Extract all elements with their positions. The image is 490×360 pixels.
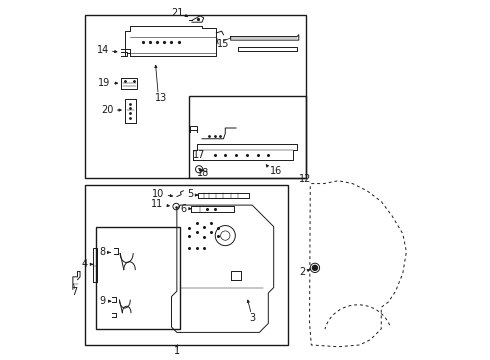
Text: 18: 18 [197, 168, 209, 178]
Bar [85, 15, 306, 178]
Text: 9: 9 [100, 296, 106, 306]
Text: 13: 13 [155, 93, 167, 103]
Text: 14: 14 [97, 45, 109, 55]
Text: 2: 2 [299, 267, 305, 277]
Text: 10: 10 [152, 189, 164, 199]
Bar [190, 96, 306, 178]
Text: 7: 7 [72, 287, 78, 297]
Text: 3: 3 [249, 313, 255, 323]
Text: 8: 8 [100, 247, 106, 257]
Text: 17: 17 [193, 150, 205, 160]
Text: 19: 19 [98, 78, 111, 88]
Bar [96, 226, 180, 329]
Text: 6: 6 [181, 204, 187, 214]
Text: 12: 12 [299, 174, 311, 184]
Text: 5: 5 [187, 189, 193, 199]
Text: 16: 16 [270, 166, 282, 176]
Text: 4: 4 [82, 259, 88, 269]
Circle shape [313, 265, 318, 270]
Bar [85, 185, 288, 345]
Text: 11: 11 [151, 199, 164, 210]
Text: 15: 15 [217, 39, 230, 49]
Text: 1: 1 [174, 346, 180, 356]
Text: 20: 20 [101, 105, 113, 115]
Text: 21: 21 [172, 8, 184, 18]
